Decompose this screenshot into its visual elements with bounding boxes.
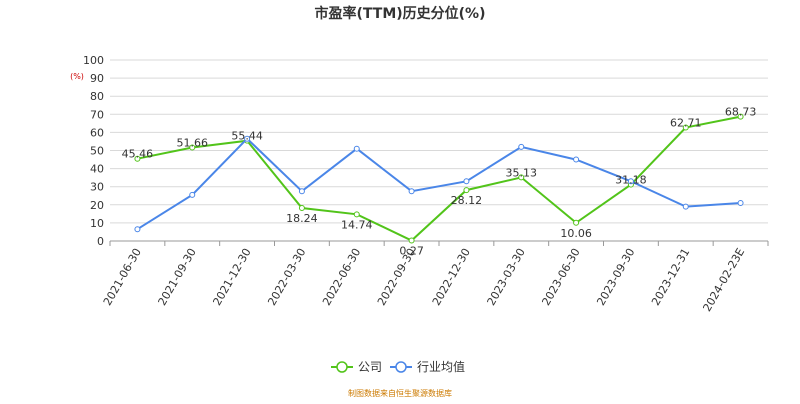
chart-title: 市盈率(TTM)历史分位(%) bbox=[315, 5, 486, 22]
x-tick-label: 2024-02-23E bbox=[700, 246, 747, 314]
y-tick-label: 70 bbox=[90, 108, 104, 121]
x-tick-label: 2022-03-30 bbox=[265, 246, 308, 308]
y-tick-label: 90 bbox=[90, 72, 104, 85]
data-point bbox=[134, 226, 141, 233]
data-label: 45.46 bbox=[122, 148, 154, 161]
data-point bbox=[518, 174, 525, 181]
data-point bbox=[134, 155, 141, 162]
x-tick-label: 2022-12-30 bbox=[430, 246, 473, 308]
data-point bbox=[353, 145, 360, 152]
data-point bbox=[408, 188, 415, 195]
legend-item-industry-average: 行业均值 bbox=[390, 359, 465, 374]
x-tick-label: 2021-06-30 bbox=[101, 246, 144, 308]
data-label: 14.74 bbox=[341, 218, 373, 231]
x-tick-label: 2023-06-30 bbox=[539, 246, 582, 308]
data-point bbox=[682, 124, 689, 131]
data-point bbox=[463, 187, 470, 194]
data-point bbox=[573, 219, 580, 226]
data-point bbox=[298, 204, 305, 211]
x-tick-label: 2023-03-30 bbox=[485, 246, 528, 308]
data-point bbox=[189, 191, 196, 198]
data-point bbox=[737, 199, 744, 206]
data-point bbox=[353, 211, 360, 218]
data-label: 55.44 bbox=[231, 130, 263, 143]
y-tick-label: 50 bbox=[90, 145, 104, 158]
data-point bbox=[573, 156, 580, 163]
data-point bbox=[737, 113, 744, 120]
data-label: 31.18 bbox=[615, 174, 647, 187]
x-tick-label: 2022-06-30 bbox=[320, 246, 363, 308]
data-point bbox=[518, 143, 525, 150]
legend-label: 行业均值 bbox=[417, 359, 465, 374]
y-tick-label: 80 bbox=[90, 90, 104, 103]
data-label: 18.24 bbox=[286, 212, 318, 225]
legend-item-company: 公司 bbox=[331, 360, 382, 374]
legend-label: 公司 bbox=[358, 360, 382, 374]
data-label: 68.73 bbox=[725, 106, 757, 119]
y-tick-label: 30 bbox=[90, 181, 104, 194]
x-tick-label: 2021-12-30 bbox=[210, 246, 253, 308]
x-tick-label: 2023-12-31 bbox=[649, 246, 692, 308]
series-line-industry-average bbox=[136, 137, 741, 231]
legend-marker bbox=[336, 361, 348, 373]
legend-marker bbox=[395, 361, 407, 373]
y-tick-label: 100 bbox=[83, 54, 104, 67]
y-tick-label: 40 bbox=[90, 163, 104, 176]
y-tick-label: 0 bbox=[97, 235, 104, 248]
y-axis-unit: (%) bbox=[70, 72, 84, 81]
data-point bbox=[682, 203, 689, 210]
data-point bbox=[408, 237, 415, 244]
data-label: 35.13 bbox=[506, 166, 538, 179]
data-point bbox=[189, 144, 196, 151]
data-point bbox=[627, 178, 634, 185]
data-label: 0.27 bbox=[399, 245, 424, 258]
y-tick-label: 60 bbox=[90, 126, 104, 139]
x-tick-label: 2023-09-30 bbox=[594, 246, 637, 308]
data-label: 28.12 bbox=[451, 194, 483, 207]
data-point bbox=[463, 178, 470, 185]
y-tick-label: 10 bbox=[90, 217, 104, 230]
data-label: 62.71 bbox=[670, 116, 702, 129]
y-tick-label: 20 bbox=[90, 199, 104, 212]
series-line-company bbox=[137, 115, 741, 242]
data-point bbox=[298, 188, 305, 195]
data-label: 10.06 bbox=[560, 227, 592, 240]
source-note: 制图数据来自恒生聚源数据库 bbox=[348, 388, 452, 398]
data-label: 51.66 bbox=[177, 136, 209, 149]
data-point bbox=[244, 135, 251, 142]
x-tick-label: 2021-09-30 bbox=[156, 246, 199, 308]
